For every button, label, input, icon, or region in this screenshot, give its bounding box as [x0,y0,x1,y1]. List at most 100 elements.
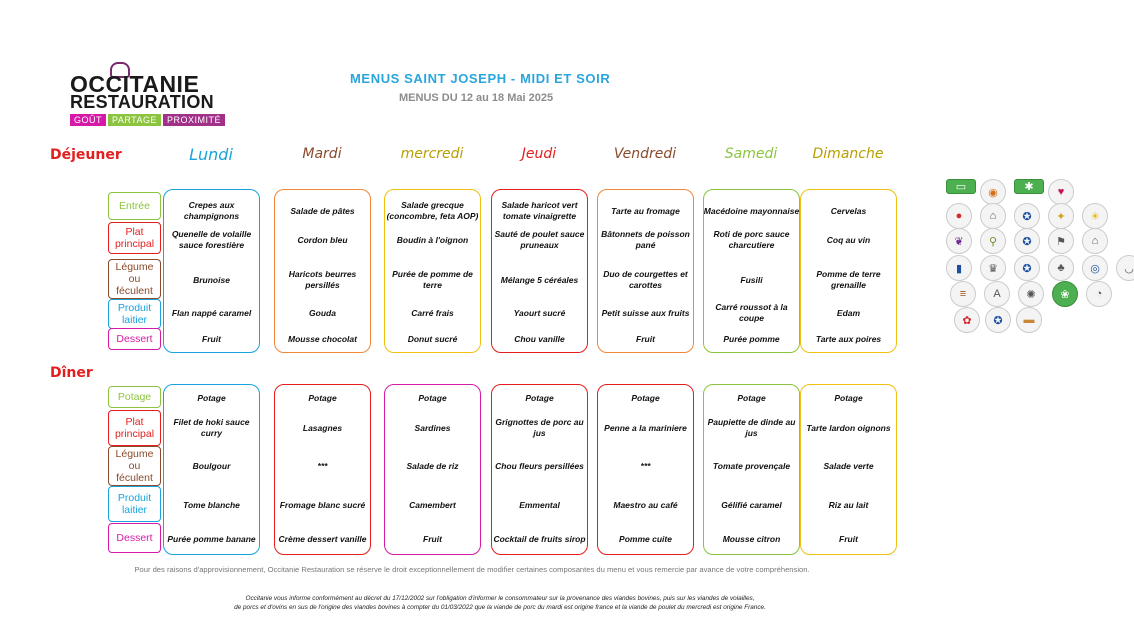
lunch-menu-item: Fruit [202,333,221,344]
lunch-column-lundi [163,189,260,353]
lunch-menu-item: Haricots beurres persillés [288,269,357,290]
dinner-menu-item: Riz au lait [828,499,869,510]
lunch-menu-item: Purée de pomme de terre [392,269,473,290]
dinner-column-mercredi [384,384,481,555]
lunch-heading: Déjeuner [50,147,122,163]
dinner-category-4: Dessert [108,523,161,553]
medal-icon: ◉ [980,179,1006,205]
legal-line-2: de porcs et d'ovins en sus de l'origine … [234,604,766,611]
france-label-icon: ✪ [1014,228,1040,254]
lunch-menu-item: Roti de porc sauce charcutiere [713,229,790,250]
lunch-menu-item: Salade de pâtes [290,205,355,216]
dinner-menu-item: Cocktail de fruits sirop [493,533,586,544]
lunch-category-3: Produit laitier [108,299,161,329]
dinner-column-lundi [163,384,260,555]
dinner-menu-item: *** [317,460,328,471]
lunch-column-samedi [703,189,800,353]
logo-line2: RESTAURATION [70,92,214,112]
lunch-column-mardi [274,189,371,353]
location-pin-icon: ⚲ [980,228,1006,254]
dinner-menu-item: Potage [197,392,226,403]
day-header-vendredi: Vendredi [613,146,677,162]
dinner-menu-item: Grignottes de porc au jus [495,417,584,438]
dinner-column-dimanche [800,384,897,555]
dinner-menu-item: Salade verte [823,460,874,471]
heart-label-icon: ♥ [1048,179,1074,205]
lunch-menu-item: Flan nappé caramel [171,307,252,318]
dinner-menu-item: Camembert [409,499,456,510]
logo-tag-partage: PARTAGE [108,114,162,126]
lunch-menu-item: Chou vanille [514,333,565,344]
lunch-menu-item: Gouda [309,307,336,318]
dinner-category-3: Produit laitier [108,486,161,522]
dinner-menu-item: Potage [631,392,660,403]
dinner-menu-item: Fromage blanc sucré [279,499,366,510]
lunch-menu-item: Tarte aux poires [815,333,882,344]
sun-icon: ☀ [1082,203,1108,229]
dinner-column-jeudi [491,384,588,555]
page-subtitle: MENUS DU 12 au 18 Mai 2025 [399,92,554,104]
lunch-menu-item: Cervelas [830,205,867,216]
lunch-category-4: Dessert [108,328,161,350]
dinner-category-0: Potage [108,386,161,408]
lunch-menu-item: Fusili [740,274,763,285]
lunch-menu-item: Bâtonnets de poisson pané [601,229,690,250]
house-icon: ⌂ [1082,228,1108,254]
lunch-column-vendredi [597,189,694,353]
dinner-menu-item: *** [640,460,651,471]
flag-label-icon: ▭ [946,179,976,194]
lunch-menu-item: Yaourt sucré [513,307,566,318]
lunch-menu-item: Fruit [636,333,655,344]
dinner-menu-item: Potage [418,392,447,403]
lunch-menu-item: Mélange 5 céréales [500,274,579,285]
dinner-menu-item: Penne a la mariniere [604,422,687,433]
lunch-menu-item: Carré roussot à la coupe [715,302,788,323]
lunch-menu-item: Cordon bleu [297,234,348,245]
day-header-samedi: Samedi [724,146,778,162]
day-header-mardi: Mardi [302,146,342,162]
dinner-menu-item: Tarte lardon oignons [806,422,891,433]
dinner-menu-item: Sardines [414,422,451,433]
legal-line-1: Occitanie vous informe conformément au d… [245,595,755,602]
cup-icon: ◔ [1086,281,1112,307]
dinner-column-vendredi [597,384,694,555]
dinner-category-2: Légume ou féculent [108,446,161,486]
eggplant-icon: ❦ [946,228,972,254]
lunch-menu-item: Purée pomme [723,333,780,344]
lunch-menu-item: Carré frais [411,307,454,318]
dinner-menu-item: Chou fleurs persillées [495,460,584,471]
lunch-category-0: Entrée [108,192,161,220]
lunch-category-1: Plat principal [108,222,161,254]
dinner-column-mardi [274,384,371,555]
dinner-menu-item: Pomme cuite [619,533,672,544]
lunch-column-dimanche [800,189,897,353]
lunch-column-mercredi [384,189,481,353]
dinner-menu-item: Potage [525,392,554,403]
dinner-menu-item: Maestro au café [613,499,678,510]
dinner-menu-item: Fruit [839,533,858,544]
dinner-menu-item: Salade de riz [406,460,459,471]
logo-tag-gout: GOÛT [70,114,106,126]
lunch-column-jeudi [491,189,588,353]
lunch-menu-item: Coq au vin [826,234,871,245]
flag-badge-icon: ⚑ [1048,228,1074,254]
france-label-icon: ✪ [1014,255,1040,281]
dinner-heading: Dîner [50,365,93,381]
lunch-menu-item: Salade grecque (concombre, feta AOP) [386,200,479,221]
lunch-menu-item: Donut sucré [407,333,458,344]
day-header-lundi: Lundi [189,145,233,164]
dinner-menu-item: Fruit [423,533,442,544]
lunch-menu-item: Quenelle de volaille sauce forestière [171,229,252,250]
blue-label-icon: ✪ [1014,203,1040,229]
lunch-menu-item: Edam [836,307,861,318]
lunch-menu-item: Macédoine mayonnaise [703,205,800,216]
day-header-jeudi: Jeudi [521,146,557,162]
lunch-menu-item: Petit suisse aux fruits [601,307,690,318]
lunch-menu-item: Pomme de terre grenaille [816,269,881,290]
lunch-menu-item: Salade haricot vert tomate vinaigrette [501,200,578,221]
igp-icon: ◎ [1082,255,1108,281]
dinner-menu-item: Boulgour [192,460,231,471]
lunch-menu-item: Duo de courgettes et carottes [603,269,688,290]
dinner-menu-item: Emmental [519,499,560,510]
green-leaf-icon: ❀ [1052,281,1078,307]
